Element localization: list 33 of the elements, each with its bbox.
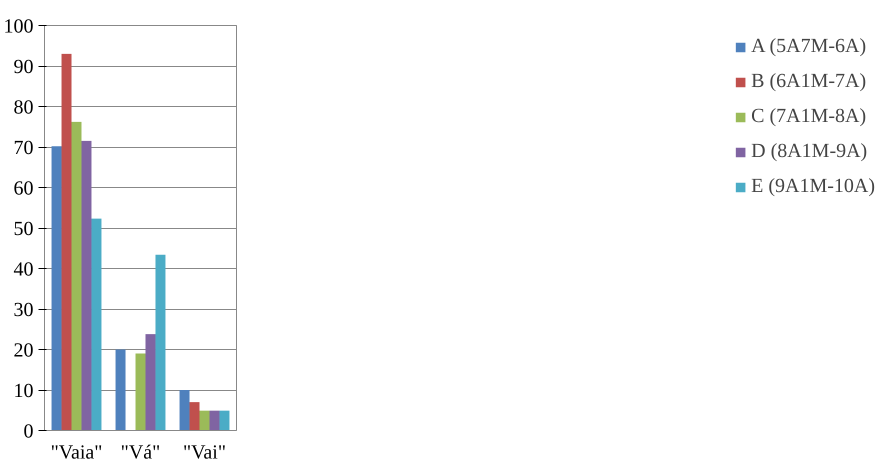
y-tick-label: 40 — [14, 258, 34, 280]
legend-label: C (7A1M-8A) — [751, 105, 866, 128]
y-tick-label: 50 — [14, 218, 34, 240]
bar — [72, 122, 82, 430]
x-tick-label: "Vai" — [183, 442, 226, 464]
bar — [155, 254, 166, 430]
bar — [190, 402, 200, 430]
bar — [200, 410, 210, 430]
bar — [91, 218, 102, 430]
bar — [81, 140, 92, 430]
bar — [209, 410, 220, 430]
y-tick-label: 60 — [14, 178, 34, 200]
y-tick-label: 70 — [14, 137, 34, 159]
bar — [136, 354, 146, 430]
y-tick-label: 100 — [4, 16, 34, 38]
y-tick-label: 30 — [14, 299, 34, 321]
bar — [52, 146, 62, 430]
legend-label: A (5A7M-6A) — [751, 35, 866, 58]
y-tick-label: 0 — [24, 420, 34, 442]
bar — [62, 54, 72, 430]
bar — [180, 390, 190, 430]
legend-label: D (8A1M-9A) — [751, 140, 868, 163]
bar — [145, 334, 156, 430]
y-tick-label: 90 — [14, 56, 34, 78]
bar — [219, 410, 230, 430]
y-tick-label: 20 — [14, 340, 34, 362]
legend-label: B (6A1M-7A) — [751, 70, 866, 93]
legend-label: E (9A1M-10A) — [751, 175, 875, 198]
x-tick-label: "Vaia" — [50, 442, 102, 464]
y-tick-label: 10 — [14, 380, 34, 402]
bar — [116, 350, 126, 430]
x-tick-label: "Vá" — [120, 442, 160, 464]
y-tick-label: 80 — [14, 96, 34, 118]
